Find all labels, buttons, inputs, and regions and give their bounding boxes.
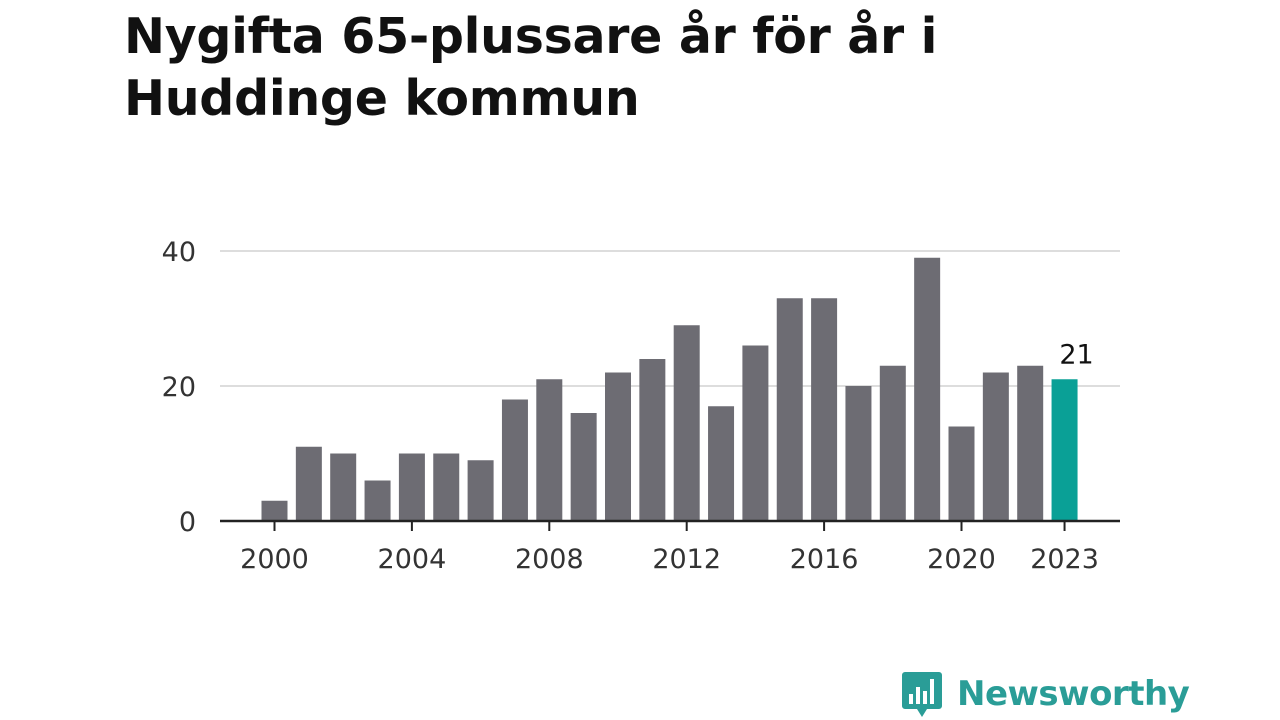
- bar-chart: 0 20 40 21 2000 2004 2008 2012 2016 2020 2023: [162, 237, 1120, 575]
- y-tick-label-40: 40: [162, 237, 196, 268]
- newsworthy-brand[interactable]: Newsworthy: [901, 670, 1190, 718]
- y-tick-label-20: 20: [162, 372, 196, 403]
- bar-2022: [1017, 365, 1044, 521]
- bar-2016: [811, 298, 838, 521]
- brand-name: Newsworthy: [957, 674, 1190, 714]
- bar-2017: [845, 386, 872, 521]
- x-tick-label-2004: 2004: [378, 544, 447, 575]
- x-tick-label-2012: 2012: [652, 544, 721, 575]
- chart-title: Nygifta 65-plussare år för år i Huddinge…: [124, 8, 938, 127]
- tick-labels: 0 20 40 21 2000 2004 2008 2012 2016 2020 2023: [162, 237, 1099, 575]
- bar-2006: [467, 460, 494, 521]
- x-tick-label-2020: 2020: [927, 544, 996, 575]
- gridlines: [220, 250, 1120, 387]
- bar-2007: [501, 399, 528, 521]
- bar-2008: [536, 379, 563, 521]
- bar-2014: [742, 345, 769, 521]
- bar-2011: [639, 359, 666, 521]
- bar-2005: [433, 453, 460, 521]
- bar-2018: [879, 365, 906, 521]
- bar-2002: [330, 453, 357, 521]
- x-tick-label-2023: 2023: [1030, 544, 1099, 575]
- bar-2023: [1051, 379, 1078, 521]
- x-axis: [220, 519, 1120, 531]
- x-tick-label-2008: 2008: [515, 544, 584, 575]
- bar-2013: [708, 406, 735, 521]
- data-label-2023: 21: [1059, 339, 1093, 370]
- bar-2003: [364, 480, 391, 521]
- bar-2000: [261, 500, 288, 521]
- y-tick-label-0: 0: [179, 507, 196, 538]
- bar-2021: [982, 372, 1009, 521]
- x-tick-label-2000: 2000: [240, 544, 309, 575]
- bar-2010: [605, 372, 631, 521]
- bar-2020: [948, 426, 975, 521]
- bar-2001: [295, 446, 322, 521]
- bar-2004: [398, 453, 425, 521]
- bar-2012: [673, 325, 700, 521]
- bars: [261, 257, 1078, 521]
- bar-2015: [776, 298, 803, 521]
- newsworthy-logo-icon: [902, 672, 942, 717]
- x-tick-label-2016: 2016: [790, 544, 859, 575]
- bar-2009: [570, 413, 597, 521]
- bar-2019: [914, 257, 941, 521]
